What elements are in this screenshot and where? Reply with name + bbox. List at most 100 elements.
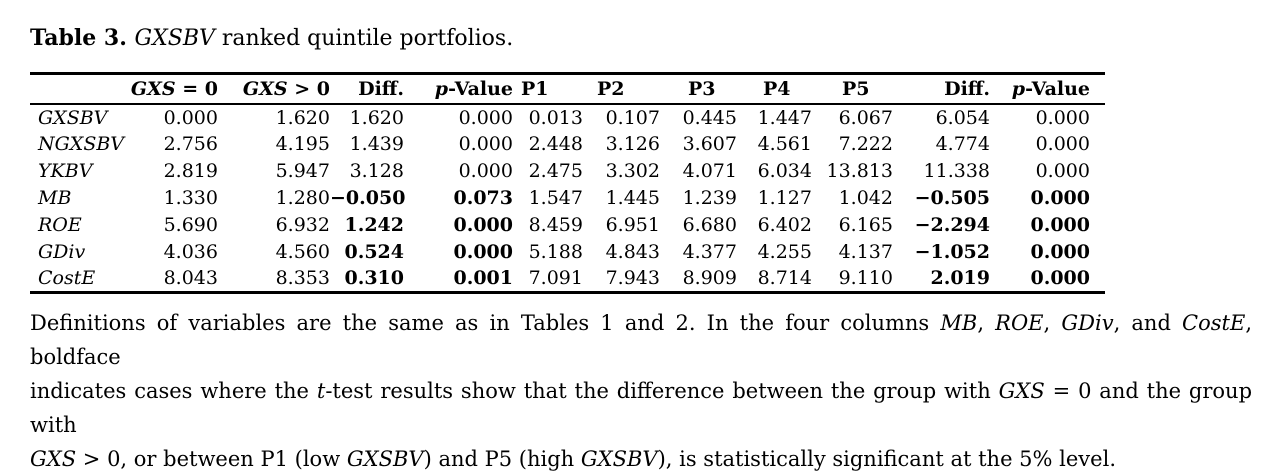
text-run: -test results show that the difference b…	[325, 379, 999, 403]
text-run: GDiv	[1061, 311, 1114, 335]
table-cell: 6.951	[605, 214, 660, 236]
table-cell: 0.000	[1030, 241, 1091, 263]
text-run: , and	[1113, 311, 1183, 335]
text-run: GXSBV	[580, 447, 658, 471]
row-label: NGXSBV	[38, 133, 125, 155]
text-run: ranked quintile portfolios.	[214, 26, 514, 51]
text-run: CostE	[1182, 311, 1246, 335]
table-cell: 0.000	[1035, 106, 1090, 129]
table-cell: 9.110	[838, 267, 893, 290]
table-cell: 4.843	[605, 241, 660, 263]
table-cell: 0.000	[1030, 214, 1091, 236]
text-run: Diff.	[358, 77, 404, 100]
column-header: P1	[513, 74, 583, 104]
text-run: = 0	[175, 77, 218, 100]
table-cell: 0.000	[453, 214, 514, 236]
table-cell: 2.756	[163, 133, 218, 155]
table-cell: 4.377	[682, 241, 737, 263]
table-cell: 0.000	[1035, 133, 1090, 155]
table-row: GDiv 4.036 4.560 0.524 0.000 5.188 4.843 4.377 4…	[30, 239, 1105, 266]
table-cell: 11.338	[923, 160, 990, 182]
quintile-portfolio-table: GXS = 0 GXS > 0 Diff. p-Value P1 P2 P3 P4 P5 Diff…	[30, 72, 1105, 294]
table-cell: 1.439	[349, 133, 404, 155]
table-row: GXSBV 0.000 1.620 1.620 0.000 0.013 0.107 0.445…	[30, 104, 1105, 131]
table-cell: 1.547	[528, 187, 583, 209]
row-label-header	[30, 74, 130, 104]
table-cell: 4.195	[275, 133, 330, 155]
text-run: indicates cases where the	[30, 379, 317, 403]
table-cell: 3.607	[682, 133, 737, 155]
table-cell: 13.813	[826, 160, 893, 182]
table-cell: −2.294	[914, 214, 990, 236]
table-cell: 5.188	[528, 241, 583, 263]
column-header: P4	[737, 74, 812, 104]
table-cell: 4.560	[275, 241, 330, 263]
text-run: > 0	[287, 77, 330, 100]
column-header: GXS > 0	[218, 74, 330, 104]
column-header: p-Value	[990, 74, 1105, 104]
table-cell: 8.353	[275, 267, 330, 290]
table-cell: 1.127	[757, 187, 812, 209]
table-cell: 0.000	[1030, 267, 1091, 290]
text-run: p	[1011, 77, 1026, 100]
table-cell: 4.137	[838, 241, 893, 263]
table-cell: 1.239	[682, 187, 737, 209]
text-run: P1	[521, 77, 549, 100]
table-cell: 1.445	[605, 187, 660, 209]
table-cell: 3.126	[605, 133, 660, 155]
table-cell: 4.255	[757, 241, 812, 263]
text-run: -Value	[1025, 77, 1090, 100]
table-cell: 2.475	[528, 160, 583, 182]
text-run: Definitions of variables are the same as…	[30, 311, 941, 335]
column-header: P5	[812, 74, 893, 104]
table-cell: 1.447	[757, 106, 812, 129]
footnote-line: GXS > 0, or between P1 (low GXSBV) and P…	[30, 442, 1252, 476]
column-header: P2	[583, 74, 660, 104]
row-label: MB	[38, 187, 72, 209]
table-footnote: Definitions of variables are the same as…	[30, 306, 1252, 476]
text-run: GXS	[130, 77, 176, 100]
table-cell: 0.000	[453, 241, 514, 263]
text-run: ,	[977, 311, 996, 335]
table-cell: 0.524	[344, 241, 405, 263]
text-run: -Value	[448, 77, 513, 100]
text-run: p	[434, 77, 449, 100]
text-run: GXSBV	[346, 447, 424, 471]
column-header: p-Value	[404, 74, 513, 104]
table-cell: 8.459	[528, 214, 583, 236]
footnote-line: indicates cases where the t-test results…	[30, 374, 1252, 442]
text-run: Table 3.	[30, 25, 135, 51]
text-run: = 0 and the group with	[30, 379, 1253, 437]
table-cell: 6.034	[757, 160, 812, 182]
text-run: GXS	[998, 379, 1045, 403]
table-cell: 6.067	[838, 106, 893, 129]
text-run: > 0, or between P1 (low	[76, 447, 347, 471]
table-cell: 0.000	[163, 106, 218, 129]
column-header: Diff.	[330, 74, 404, 104]
table-cell: 0.000	[458, 106, 513, 129]
table-cell: 0.013	[528, 106, 583, 129]
table-cell: 2.019	[930, 267, 991, 290]
table-cell: 0.000	[458, 133, 513, 155]
table-row: NGXSBV 2.756 4.195 1.439 0.000 2.448 3.126 3.60…	[30, 131, 1105, 158]
text-run: t	[316, 379, 326, 403]
row-label: CostE	[38, 267, 96, 290]
table-cell: 6.402	[757, 214, 812, 236]
table-cell: 5.947	[275, 160, 330, 182]
table-cell: 2.819	[163, 160, 218, 182]
text-run: GXS	[30, 447, 77, 471]
text-run: GXS	[242, 77, 288, 100]
table-row: CostE 8.043 8.353 0.310 0.001 7.091 7.943 8.909…	[30, 266, 1105, 293]
column-header: Diff.	[893, 74, 990, 104]
text-run: GXSBV	[134, 26, 215, 51]
row-label: GDiv	[38, 241, 86, 263]
table-cell: 0.107	[605, 106, 660, 129]
text-run: MB	[940, 311, 978, 335]
table-cell: 1.280	[275, 187, 330, 209]
table-cell: 4.774	[935, 133, 990, 155]
table-cell: 0.073	[453, 187, 514, 209]
table-cell: 8.714	[757, 267, 812, 290]
table-cell: 1.042	[838, 187, 893, 209]
table-cell: 4.036	[163, 241, 218, 263]
